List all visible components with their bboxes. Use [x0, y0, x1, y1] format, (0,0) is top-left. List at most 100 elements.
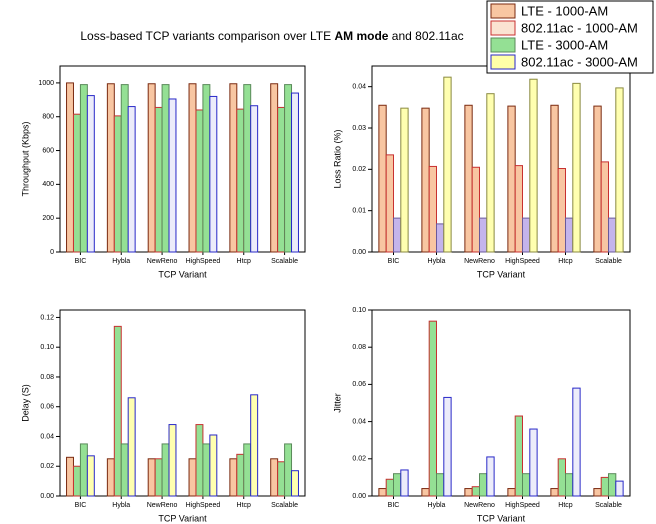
bar [514, 165, 524, 253]
bar [243, 443, 252, 497]
y-tick-label: 0.00 [352, 249, 366, 256]
x-tick-label: Scalable [271, 258, 298, 265]
x-tick-label: BIC [388, 258, 400, 265]
bar [615, 87, 624, 253]
x-tick-label: Htcp [558, 502, 573, 509]
bar [106, 83, 115, 253]
bar [120, 443, 129, 497]
y-tick-label: 0.00 [352, 493, 366, 500]
x-tick-label: BIC [388, 502, 400, 509]
figure-title: Loss-based TCP variants comparison over … [80, 29, 463, 43]
y-axis-label: Delay (S) [20, 384, 30, 422]
bar [236, 108, 245, 253]
bar [195, 424, 204, 497]
y-tick-label: 0.02 [352, 456, 366, 463]
bar [600, 161, 610, 253]
x-tick-label: Hybla [428, 502, 446, 509]
bar [428, 165, 438, 253]
bar [120, 84, 129, 253]
x-tick-label: NewReno [464, 258, 495, 265]
bar [471, 166, 481, 253]
bar [236, 453, 245, 497]
bar [147, 83, 156, 253]
y-tick-label: 0.03 [352, 125, 366, 132]
x-tick-label: NewReno [147, 502, 178, 509]
bar [550, 104, 559, 253]
bar [113, 115, 122, 253]
bar [615, 480, 624, 497]
y-tick-label: 0.00 [40, 493, 54, 500]
y-tick-label: 200 [42, 215, 54, 222]
x-tick-label: Hybla [112, 258, 130, 265]
bar [393, 217, 402, 253]
legend-swatch [490, 3, 516, 19]
bar [284, 84, 293, 253]
y-tick-label: 1000 [38, 80, 54, 87]
bar [277, 106, 286, 253]
bar [436, 473, 445, 497]
x-tick-label: Scalable [271, 502, 298, 509]
y-tick-label: 0.08 [40, 374, 54, 381]
y-tick-label: 0.02 [352, 166, 366, 173]
y-tick-label: 0.04 [352, 84, 366, 91]
y-tick-label: 800 [42, 114, 54, 121]
bar [66, 82, 74, 253]
legend-label: 802.11ac - 3000-AM [521, 54, 638, 69]
bar [514, 415, 524, 497]
bar [565, 217, 574, 253]
bar [127, 397, 136, 497]
x-tick-label: Htcp [237, 258, 252, 265]
bar [250, 105, 259, 253]
y-axis-label: Loss Ratio (%) [332, 129, 342, 188]
x-tick-label: Scalable [595, 502, 622, 509]
bar [529, 428, 538, 497]
bar [284, 443, 293, 497]
x-tick-label: HighSpeed [186, 258, 221, 265]
bar [79, 443, 88, 497]
bar [421, 107, 430, 253]
bar [188, 83, 197, 253]
bar [378, 104, 387, 253]
bar [243, 84, 252, 253]
bar [385, 154, 395, 253]
bar [385, 478, 395, 497]
bar [529, 78, 538, 253]
plot-frame [59, 309, 306, 497]
y-tick-label: 0.06 [352, 381, 366, 388]
y-tick-label: 0 [50, 249, 54, 256]
bar [106, 458, 115, 497]
x-tick-label: BIC [75, 258, 87, 265]
title-part: Loss-based TCP variants comparison over … [80, 29, 334, 43]
bar [600, 476, 610, 497]
bar [572, 387, 581, 497]
bar [608, 473, 617, 497]
y-tick-label: 0.06 [40, 404, 54, 411]
bar [86, 455, 95, 497]
bar [291, 470, 299, 497]
x-axis-label: TCP Variant [477, 513, 526, 523]
y-tick-label: 0.04 [352, 418, 366, 425]
legend-label: LTE - 3000-AM [521, 37, 608, 52]
x-axis-label: TCP Variant [477, 269, 526, 279]
bar [154, 106, 163, 253]
bar [464, 104, 473, 253]
bar [522, 217, 531, 253]
x-tick-label: Hybla [428, 258, 446, 265]
bar [507, 488, 516, 497]
bar [147, 458, 156, 497]
x-tick-label: NewReno [147, 258, 178, 265]
bar [127, 106, 136, 253]
bar [188, 458, 197, 497]
x-tick-label: Hybla [112, 502, 130, 509]
bar [209, 95, 218, 253]
y-tick-label: 400 [42, 181, 54, 188]
bar [72, 465, 81, 497]
bar [229, 458, 238, 497]
bar [486, 456, 495, 497]
bar [277, 461, 286, 497]
bar [202, 443, 211, 497]
bar [250, 394, 259, 497]
bar [572, 82, 581, 253]
legend-swatch [490, 37, 516, 53]
